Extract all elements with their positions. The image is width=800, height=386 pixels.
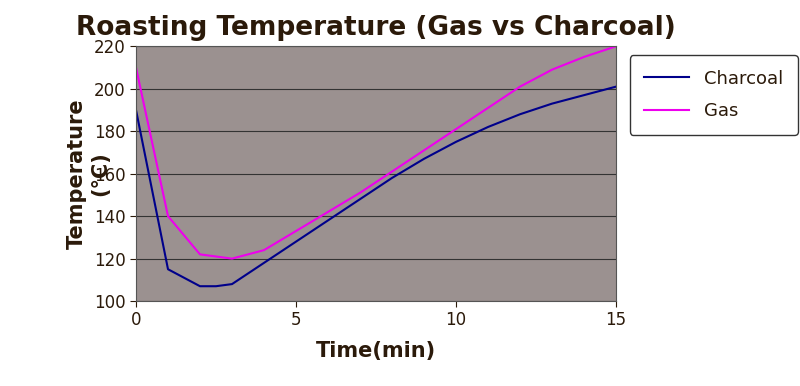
Gas [259, 248, 269, 252]
X-axis label: Time(min): Time(min) [316, 340, 436, 361]
Gas [579, 54, 589, 59]
Charcoal [355, 197, 365, 201]
Gas [419, 148, 429, 152]
Charcoal [211, 284, 221, 289]
Gas [227, 256, 237, 261]
Gas [355, 190, 365, 195]
Charcoal [323, 218, 333, 223]
Y-axis label: Temperature
(°C): Temperature (°C) [66, 98, 110, 249]
Charcoal [515, 112, 525, 117]
Charcoal [611, 84, 621, 89]
Gas [323, 210, 333, 214]
Charcoal [451, 139, 461, 144]
Gas [163, 214, 173, 218]
Gas [451, 127, 461, 131]
Charcoal [579, 93, 589, 97]
Gas [131, 65, 141, 70]
Charcoal [195, 284, 205, 289]
Gas [195, 252, 205, 257]
Legend: Charcoal, Gas: Charcoal, Gas [630, 55, 798, 135]
Charcoal [131, 108, 141, 112]
Charcoal [419, 156, 429, 161]
Charcoal [483, 125, 493, 129]
Charcoal [163, 267, 173, 272]
Gas [291, 229, 301, 233]
Title: Roasting Temperature (Gas vs Charcoal): Roasting Temperature (Gas vs Charcoal) [76, 15, 676, 41]
Charcoal [387, 176, 397, 180]
Charcoal [227, 282, 237, 286]
Gas [387, 169, 397, 174]
Charcoal [259, 261, 269, 265]
Line: Gas: Gas [136, 46, 616, 259]
Gas [611, 44, 621, 49]
Gas [515, 84, 525, 89]
Charcoal [547, 101, 557, 106]
Gas [483, 105, 493, 110]
Line: Charcoal: Charcoal [136, 86, 616, 286]
Charcoal [291, 239, 301, 244]
Gas [547, 67, 557, 72]
